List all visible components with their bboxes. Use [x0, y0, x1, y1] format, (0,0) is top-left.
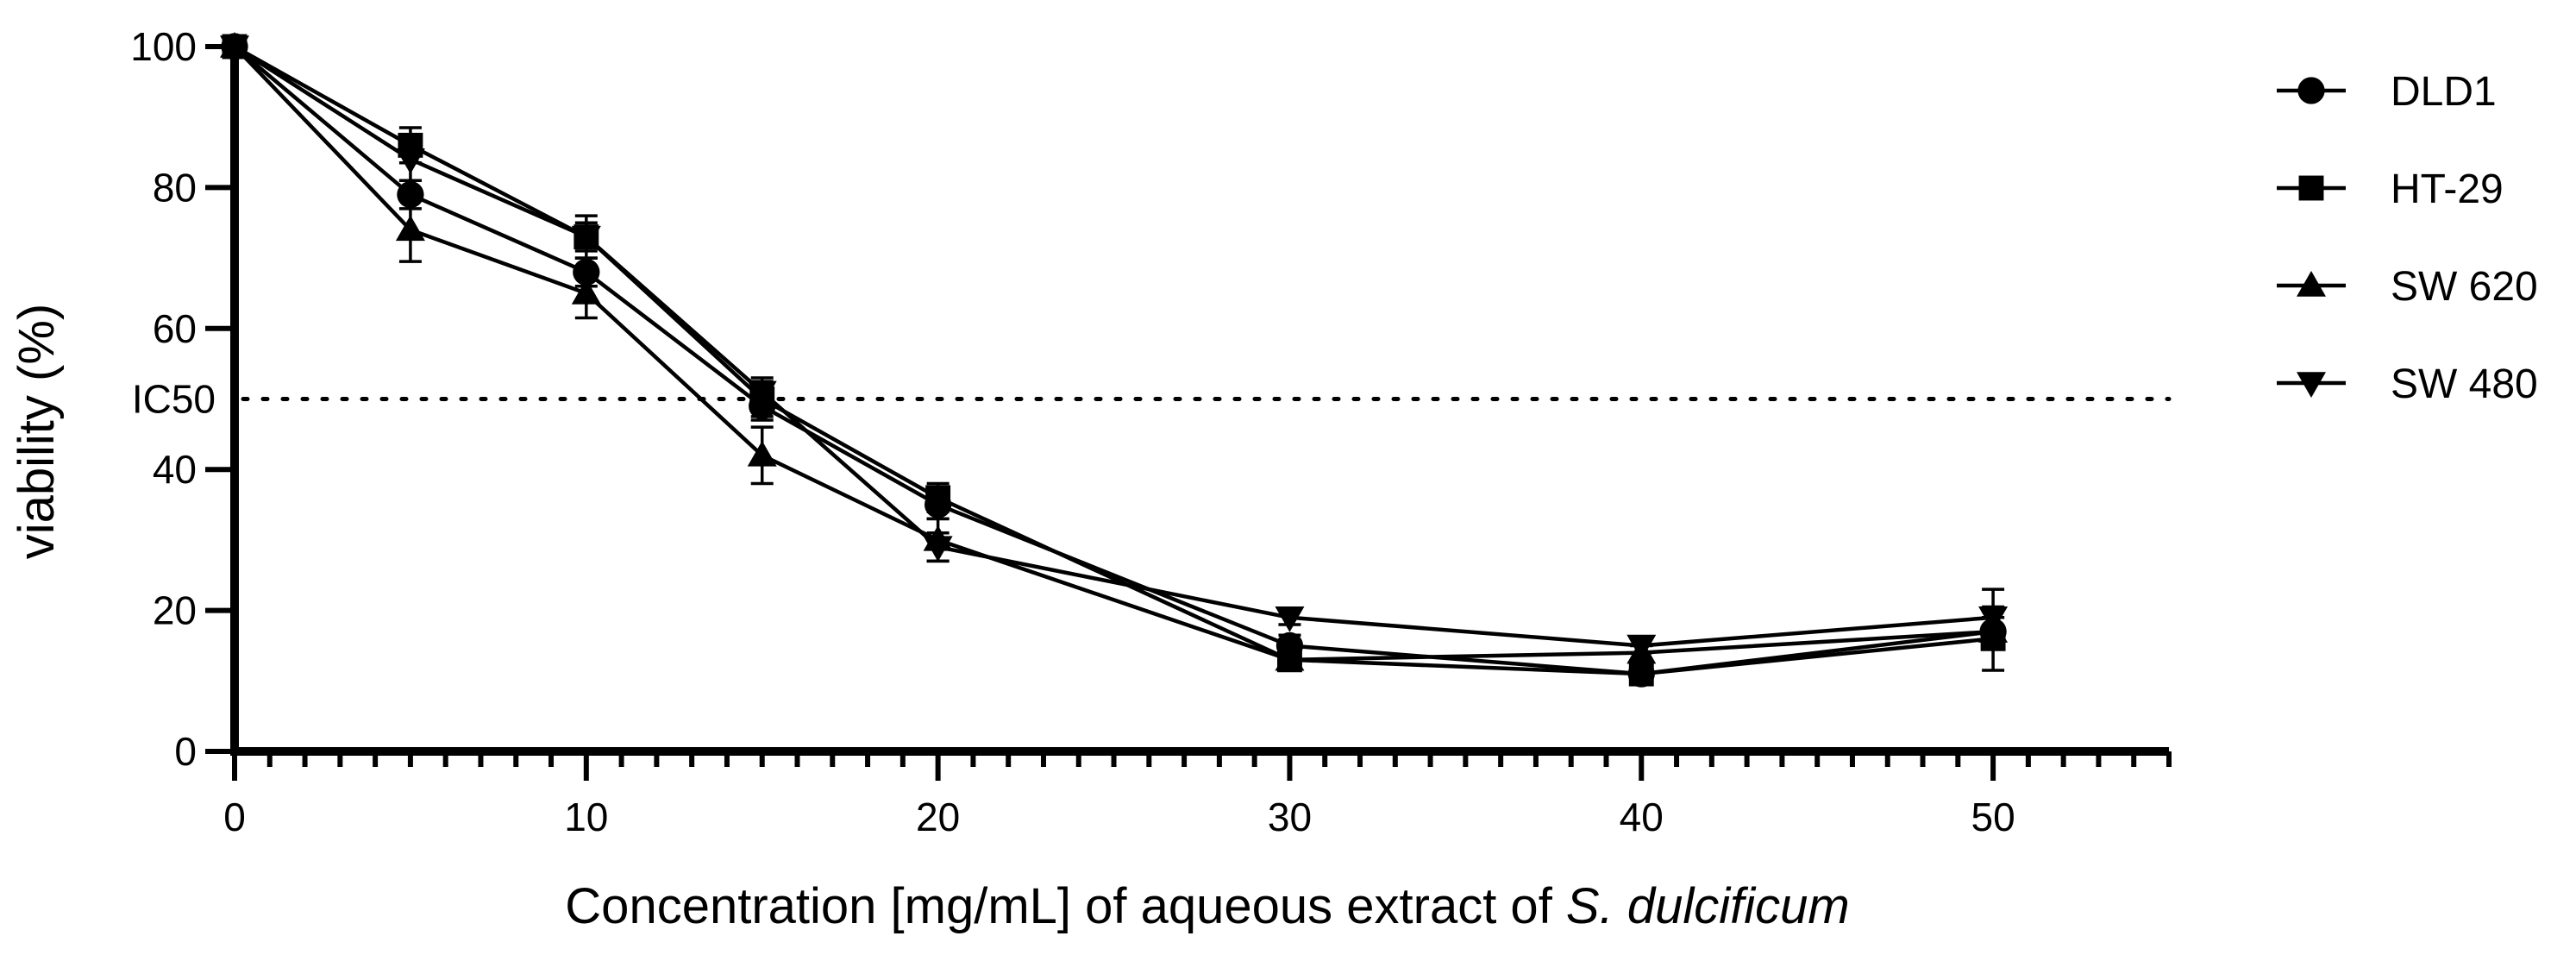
series-line — [233, 45, 1994, 648]
y-tick-label: 100 — [130, 24, 197, 69]
x-axis-label: Concentration [mg/mL] of aqueous extract… — [565, 878, 1849, 934]
ic50-label: IC50 — [132, 377, 216, 422]
data-point — [925, 485, 951, 511]
series-line — [233, 45, 1994, 676]
y-tick-label: 60 — [153, 306, 197, 351]
data-point — [571, 225, 601, 252]
data-point — [923, 536, 953, 562]
series-sw-480 — [220, 35, 2009, 661]
legend-item: DLD1 — [2277, 69, 2497, 115]
x-tick-label: 20 — [916, 795, 960, 839]
series-dld1 — [221, 33, 2007, 688]
legend-item: SW 480 — [2277, 361, 2538, 407]
data-point — [1275, 606, 1305, 632]
x-tick-label: 40 — [1620, 795, 1664, 839]
y-tick-label: 40 — [153, 447, 197, 492]
series-line — [233, 45, 1994, 663]
legend-item: SW 620 — [2277, 264, 2538, 310]
data-point — [747, 380, 777, 407]
data-point — [747, 440, 777, 467]
legend-marker — [2297, 271, 2326, 297]
legend-marker — [2297, 372, 2326, 398]
axes-layer: 0 20 40 60 80 100 0 10 20 30 40 50 — [130, 24, 2172, 839]
series-line — [233, 45, 1994, 676]
y-tick-label: 80 — [153, 165, 197, 210]
data-point — [395, 148, 425, 174]
legend-label: DLD1 — [2391, 69, 2497, 115]
data-point — [571, 278, 601, 305]
data-point — [1626, 634, 1657, 661]
x-tick-label: 30 — [1268, 795, 1312, 839]
data-point — [1978, 606, 2009, 632]
legend-label: SW 480 — [2391, 361, 2538, 407]
legend-item: HT-29 — [2277, 166, 2504, 212]
data-point — [395, 215, 425, 242]
data-point — [1628, 661, 1654, 687]
legend-label: SW 620 — [2391, 264, 2538, 310]
x-tick-label: 50 — [1971, 795, 2015, 839]
x-tick-label: 0 — [223, 795, 246, 839]
reference-layer: IC50 — [132, 377, 2172, 422]
series-layer — [220, 32, 2009, 688]
legend-marker — [2298, 175, 2324, 201]
y-tick-label: 20 — [153, 588, 197, 633]
y-axis-label: viability (%) — [9, 304, 65, 560]
x-tick-label: 10 — [564, 795, 608, 839]
y-tick-label: 0 — [174, 729, 197, 774]
legend-label: HT-29 — [2391, 166, 2504, 212]
legend-marker — [2297, 77, 2325, 104]
legend: DLD1 HT-29 SW 620 SW 480 — [2277, 69, 2538, 407]
data-point — [1275, 644, 1305, 671]
data-point — [397, 180, 424, 209]
series-ht-29 — [222, 34, 2006, 687]
